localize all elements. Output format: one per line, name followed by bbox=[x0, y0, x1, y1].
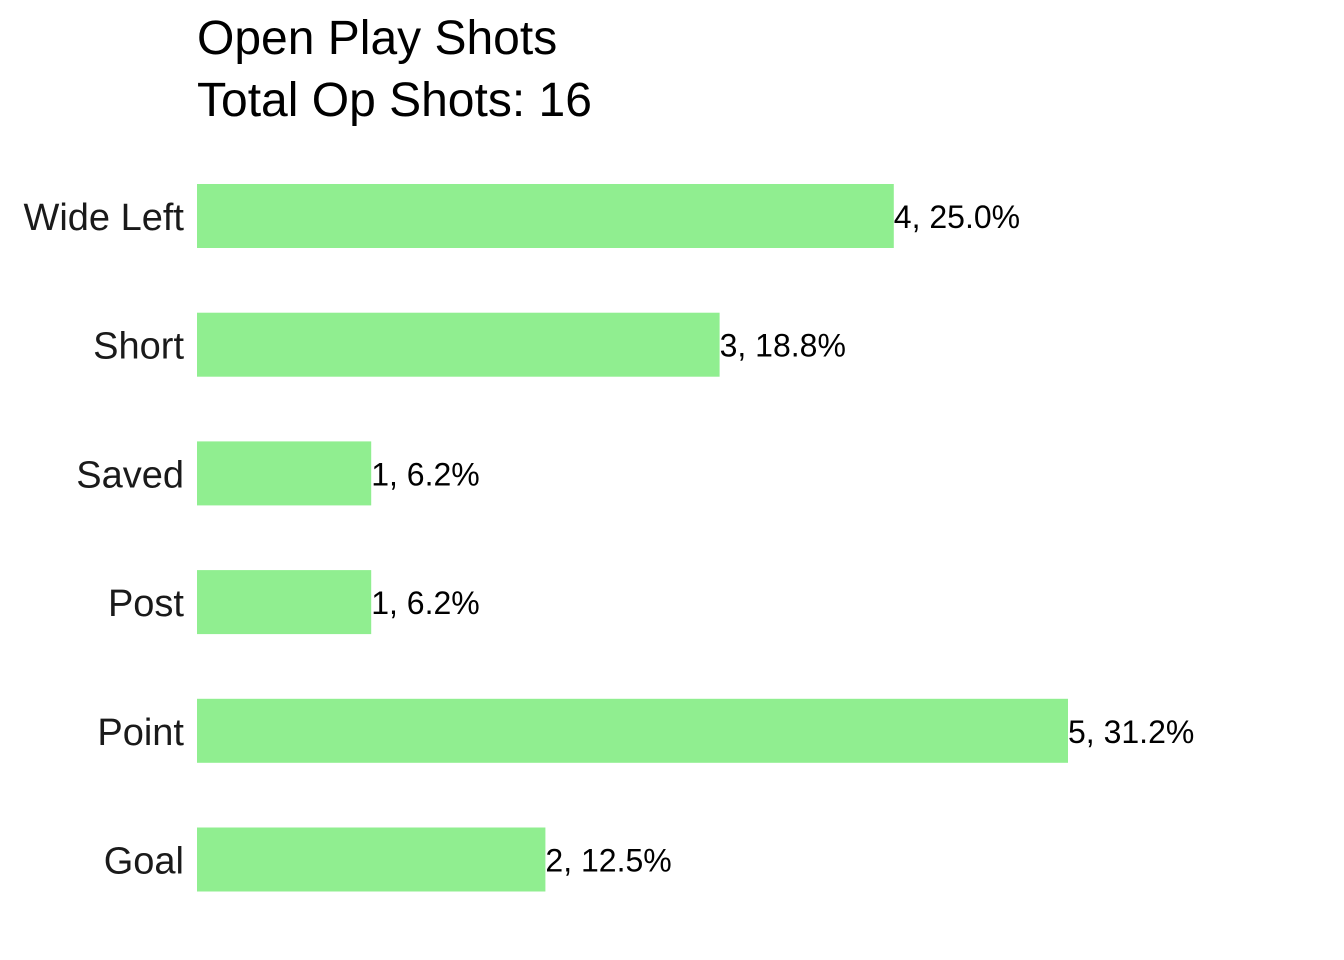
bar-post bbox=[197, 570, 372, 635]
chart-title: Open Play Shots bbox=[197, 12, 557, 65]
category-label-wide-left: Wide Left bbox=[23, 197, 184, 239]
data-label-saved: 1, 6.2% bbox=[371, 456, 480, 492]
category-label-saved: Saved bbox=[76, 454, 184, 496]
category-label-post: Post bbox=[108, 583, 184, 625]
data-label-goal: 2, 12.5% bbox=[545, 843, 671, 879]
category-label-point: Point bbox=[97, 712, 184, 754]
bar-goal bbox=[197, 827, 546, 892]
category-label-short: Short bbox=[93, 326, 184, 368]
data-label-point: 5, 31.2% bbox=[1068, 714, 1194, 750]
data-label-short: 3, 18.8% bbox=[720, 328, 846, 364]
bar-wide-left bbox=[197, 184, 894, 248]
category-label-goal: Goal bbox=[104, 841, 184, 883]
data-label-post: 1, 6.2% bbox=[371, 585, 480, 621]
bars-group bbox=[197, 184, 1068, 892]
bar-saved bbox=[197, 441, 372, 506]
data-label-wide-left: 4, 25.0% bbox=[894, 199, 1020, 235]
bar-short bbox=[197, 312, 720, 377]
chart-subtitle: Total Op Shots: 16 bbox=[197, 74, 592, 127]
data-labels: 4, 25.0% 3, 18.8% 1, 6.2% 1, 6.2% 5, 31.2% 2,… bbox=[371, 199, 1194, 879]
bar-point bbox=[197, 698, 1068, 763]
category-labels: Wide Left Short Saved Post Point Goal bbox=[23, 197, 184, 883]
